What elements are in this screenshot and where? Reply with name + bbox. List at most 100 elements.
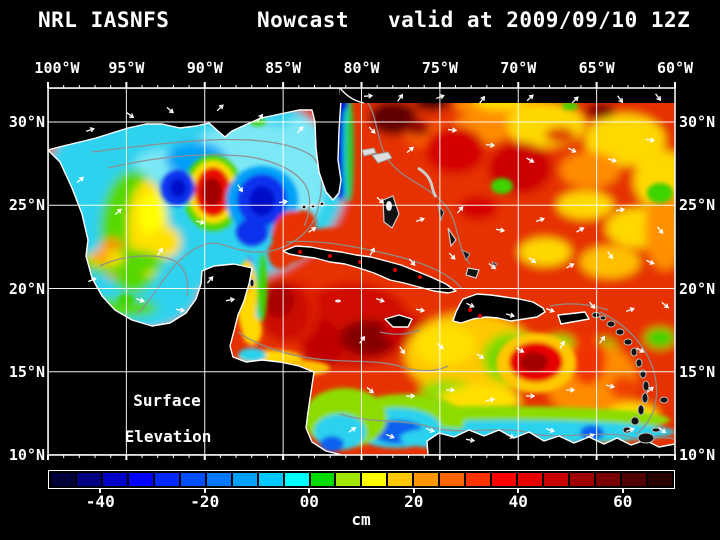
current-arrow: [495, 227, 506, 233]
current-arrow: [546, 427, 555, 433]
current-arrow: [216, 104, 224, 112]
colorbar: [48, 470, 675, 489]
current-arrow: [399, 346, 405, 355]
colorbar-cell: [232, 473, 257, 486]
current-arrow: [465, 437, 476, 443]
lat-label-left: 25°N: [8, 196, 45, 215]
current-arrow: [376, 196, 384, 204]
current-arrow: [368, 126, 376, 134]
current-arrow: [488, 263, 497, 270]
current-arrow: [369, 247, 375, 256]
colorbar-cell: [570, 473, 595, 486]
lat-label-right: 20°N: [679, 279, 716, 298]
lat-label-left: 15°N: [8, 362, 45, 381]
current-arrow: [426, 427, 435, 433]
current-arrow: [505, 312, 516, 318]
colorbar-tick-label: -20: [190, 492, 220, 511]
current-arrow: [536, 217, 545, 223]
current-arrow: [348, 427, 357, 433]
colorbar-cell: [154, 473, 179, 486]
colorbar-cell: [466, 473, 491, 486]
lon-label: 90°W: [186, 59, 223, 77]
land-puerto-rico: [557, 311, 590, 325]
colorbar-cell: [206, 473, 231, 486]
current-arrows: [76, 93, 669, 443]
current-arrow: [466, 302, 475, 308]
colorbar-cell: [544, 473, 569, 486]
colorbar-cell: [518, 473, 543, 486]
colorbar-cell: [51, 473, 75, 486]
current-arrow: [225, 297, 236, 303]
colorbar-cell: [310, 473, 335, 486]
axis-ticks: [47, 82, 676, 460]
lat-label-left: 20°N: [8, 279, 45, 298]
colorbar-tick: [99, 489, 102, 493]
current-arrow: [278, 199, 289, 205]
lon-label: 100°W: [34, 59, 80, 77]
current-arrow: [114, 208, 122, 216]
current-arrow: [525, 393, 536, 399]
current-arrow: [476, 353, 485, 359]
lat-label-right: 15°N: [679, 362, 716, 381]
current-arrow: [206, 276, 214, 284]
colorbar-cell: [258, 473, 283, 486]
landmasses: [48, 88, 675, 455]
current-arrow: [656, 226, 664, 234]
colorbar-cell: [440, 473, 465, 486]
current-arrow: [406, 146, 414, 154]
land-jamaica: [384, 314, 413, 328]
lon-label: 60°W: [656, 59, 694, 77]
colorbar-cell: [284, 473, 309, 486]
domain-edge-mask: [340, 88, 675, 103]
colorbar-cell: [492, 473, 517, 486]
lat-label-left: 10°N: [8, 446, 45, 464]
current-arrow: [615, 207, 626, 213]
colorbar-units: cm: [351, 510, 371, 529]
current-arrow: [568, 147, 577, 153]
colorbar-cell: [388, 473, 413, 486]
current-arrow: [646, 259, 655, 265]
current-arrow: [566, 387, 576, 393]
title-validtime: valid at 2009/09/10 12Z: [388, 8, 691, 32]
current-arrow: [607, 157, 618, 163]
current-arrow: [448, 252, 456, 260]
current-arrow: [646, 386, 654, 394]
title-model: NRL IASNFS: [38, 8, 170, 32]
current-arrow: [626, 427, 635, 433]
current-arrow: [359, 335, 366, 344]
current-arrow: [526, 157, 535, 163]
lon-label: 75°W: [421, 59, 458, 77]
current-arrow: [126, 112, 135, 118]
land-south-america: [426, 429, 675, 455]
current-arrow: [386, 433, 395, 439]
lat-label-right: 25°N: [679, 196, 716, 215]
annotation-elevation: Elevation: [124, 427, 212, 446]
current-arrow: [456, 206, 464, 214]
current-arrow: [296, 126, 304, 134]
current-arrow: [88, 277, 97, 283]
colorbar-tick-label: 00: [299, 492, 319, 511]
lon-label: 85°W: [265, 59, 302, 77]
current-arrow: [528, 257, 537, 264]
colorbar-tick-label: 60: [613, 492, 633, 511]
colorbar-tick-label: 40: [508, 492, 528, 511]
current-arrow: [617, 95, 624, 104]
current-arrow: [86, 127, 95, 133]
colorbar-cell: [76, 473, 101, 486]
colorbar-cell: [596, 473, 620, 486]
annotation-surface: Surface: [133, 391, 201, 410]
current-arrow: [366, 386, 374, 394]
land-cuba: [282, 245, 457, 294]
current-arrow: [546, 307, 555, 313]
colorbar-cell: [647, 473, 672, 486]
current-arrow: [397, 93, 404, 102]
colorbar-cell: [128, 473, 153, 486]
current-arrow: [605, 383, 616, 389]
colorbar-tick: [412, 489, 415, 493]
georgia-coastline: [339, 88, 365, 104]
colorbar-tick-label: 20: [404, 492, 424, 511]
current-arrow: [195, 219, 206, 225]
current-arrow: [308, 227, 317, 233]
